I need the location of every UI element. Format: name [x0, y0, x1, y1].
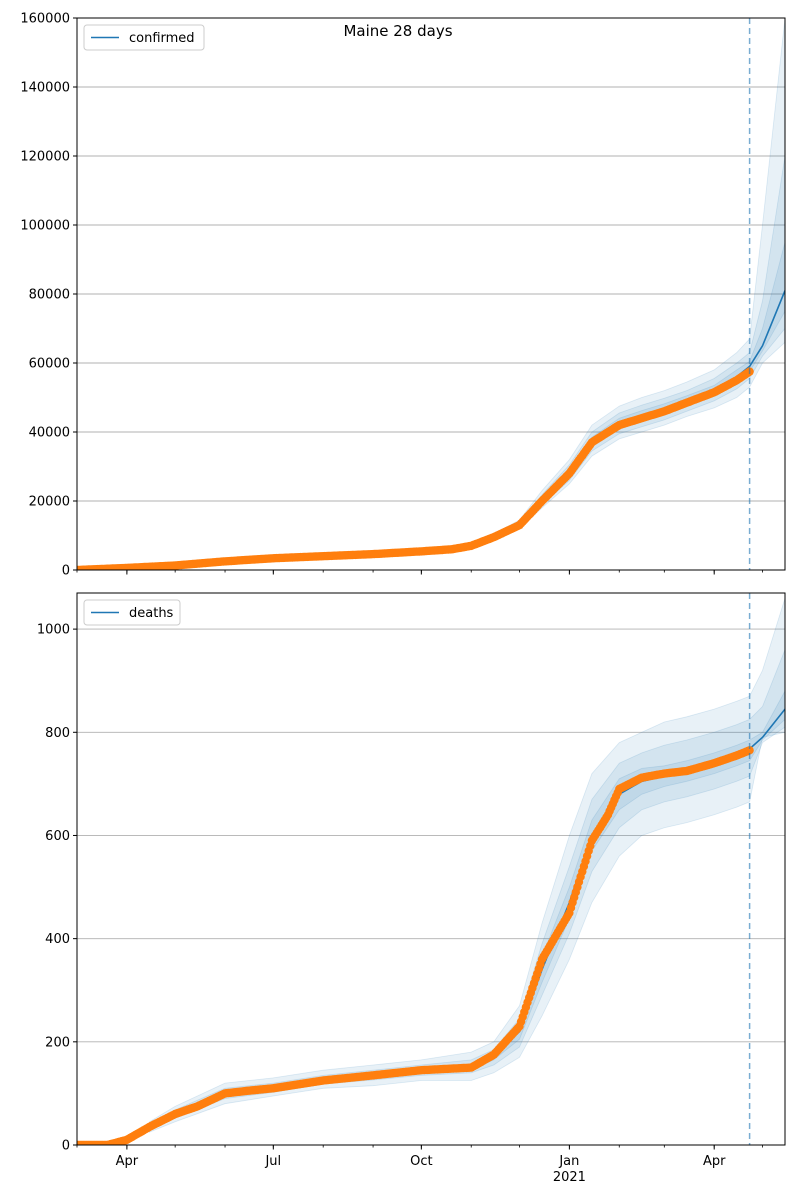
confirmed-ytick-label: 20000	[29, 495, 70, 510]
confirmed-uncertainty-band	[493, 155, 785, 539]
confirmed-ytick-label: 120000	[20, 150, 70, 165]
deaths-ytick-label: 0	[62, 1139, 70, 1154]
xtick-label: Jan	[558, 1154, 579, 1169]
confirmed-ytick-label: 0	[62, 564, 70, 579]
confirmed-observed-points	[77, 367, 754, 570]
deaths-ytick-label: 400	[45, 932, 70, 947]
confirmed-ytick-label: 140000	[20, 81, 70, 96]
confirmed-ytick-label: 60000	[29, 357, 70, 372]
deaths-gridlines	[77, 628, 785, 1043]
confirmed-legend-label: confirmed	[129, 31, 195, 46]
xtick-label: Oct	[410, 1154, 432, 1169]
deaths-legend: deaths	[83, 599, 181, 626]
confirmed-gridlines	[77, 17, 785, 502]
xtick-year-label: 2021	[553, 1170, 586, 1185]
deaths-ytick-label: 1000	[37, 623, 70, 638]
deaths-legend-label: deaths	[129, 606, 174, 621]
confirmed-uncertainty-band	[493, 18, 785, 540]
deaths-ytick-label: 800	[45, 726, 70, 741]
xtick-label: Jul	[264, 1154, 281, 1169]
deaths-legend-box	[83, 599, 181, 626]
confirmed-panel: 0 20000 40000 60000 80000 100000 120000 140000 1…	[20, 12, 786, 579]
deaths-uncertainty-band	[149, 598, 785, 1133]
confirmed-legend-box	[83, 24, 205, 51]
deaths-uncertainty-band	[149, 649, 785, 1131]
xtick-label: Apr	[116, 1154, 139, 1169]
deaths-ytick-label: 600	[45, 829, 70, 844]
confirmed-ytick-label: 160000	[20, 12, 70, 27]
confirmed-ytick-label: 80000	[29, 288, 70, 303]
confirmed-ytick-label: 100000	[20, 219, 70, 234]
deaths-observed-point	[745, 746, 754, 755]
xtick-label: Apr	[703, 1154, 726, 1169]
confirmed-model-line	[77, 290, 785, 570]
deaths-ytick-label: 200	[45, 1035, 70, 1050]
confirmed-ytick-label: 40000	[29, 426, 70, 441]
deaths-axes-frame	[76, 592, 786, 1146]
confirmed-legend: confirmed	[83, 24, 205, 51]
chart-title: Maine 28 days	[343, 22, 452, 40]
deaths-observed-points	[77, 746, 754, 1145]
